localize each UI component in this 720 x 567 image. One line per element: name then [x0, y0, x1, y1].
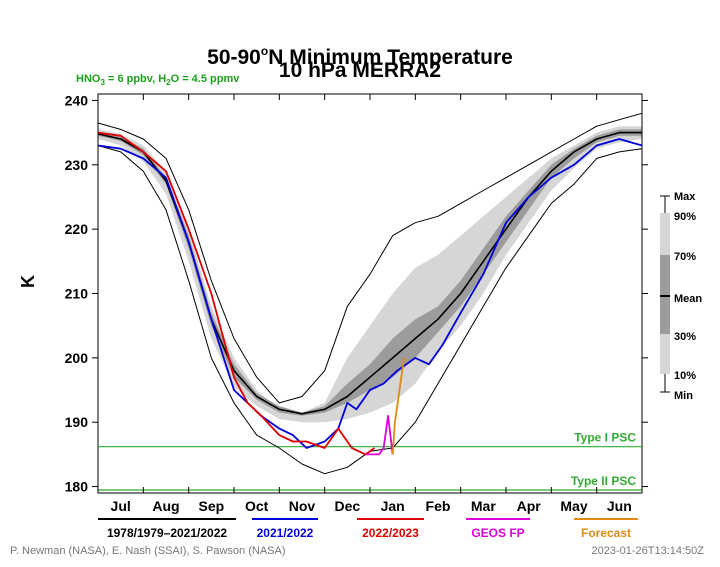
max-line [97, 112, 643, 404]
y-tick-label: 230 [65, 157, 89, 173]
series-geos-fp [365, 414, 394, 456]
key-label: Mean [674, 293, 702, 305]
y-tick-label: 190 [65, 414, 89, 430]
month-label: Dec [334, 498, 360, 514]
y-tick-label: 220 [65, 221, 89, 237]
credit-left: P. Newman (NASA), E. Nash (SSAI), S. Paw… [10, 545, 286, 557]
y-tick-label: 240 [65, 92, 89, 108]
y-tick-label: 200 [65, 350, 89, 366]
month-label: Sep [198, 498, 224, 514]
legend-label: 2021/2022 [257, 526, 314, 540]
key-band-lower [660, 334, 670, 374]
chart-title-line1: 50-90oN Minimum Temperature [207, 44, 513, 69]
key-label: Min [674, 390, 693, 402]
month-label: Jun [607, 498, 632, 514]
key-band-middle [660, 255, 670, 334]
psc-label: Type II PSC [571, 474, 636, 488]
legend-label: Forecast [581, 526, 631, 540]
y-tick-label: 210 [65, 286, 89, 302]
key-label: 30% [674, 331, 696, 343]
month-label: Nov [289, 498, 316, 514]
month-label: Apr [517, 498, 542, 514]
month-label: Oct [245, 498, 269, 514]
month-label: Feb [426, 498, 451, 514]
key-band-upper [660, 213, 670, 255]
key-label: 10% [674, 370, 696, 382]
month-label: Aug [152, 498, 179, 514]
month-label: Mar [471, 498, 496, 514]
conditions-note: HNO3 = 6 ppbv, H2O = 4.5 ppmv [76, 73, 240, 88]
key-label: 70% [674, 251, 696, 263]
key-label: Max [674, 191, 696, 203]
series-2021-2022 [97, 138, 643, 449]
month-label: Jul [111, 498, 131, 514]
band-10-90 [98, 126, 642, 423]
legend-label: 2022/2023 [362, 526, 419, 540]
min-line [97, 145, 643, 475]
chart-title-line2: 10 hPa MERRA2 [278, 59, 442, 82]
legend-label: GEOS FP [471, 526, 524, 540]
series-forecast [391, 357, 405, 455]
psc-label: Type I PSC [574, 431, 636, 445]
month-label: Jan [381, 498, 405, 514]
y-tick-label: 180 [65, 479, 89, 495]
legend-label: 1978/1979–2021/2022 [107, 526, 227, 540]
key-label: 90% [674, 211, 696, 223]
credit-timestamp: 2023-01-26T13:14:50Z [591, 545, 704, 557]
month-label: May [560, 498, 587, 514]
series-2022-2023 [97, 131, 376, 456]
